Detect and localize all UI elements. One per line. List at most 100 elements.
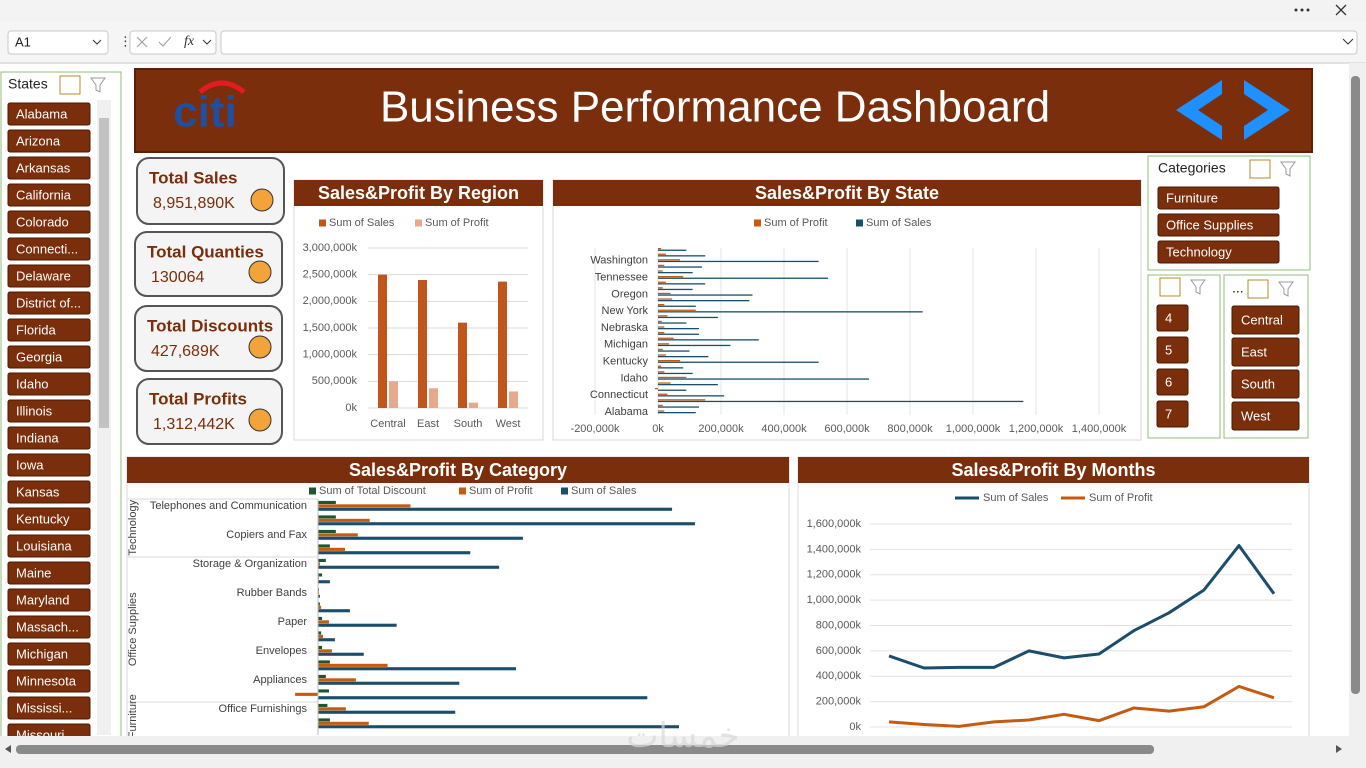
- slicer-item[interactable]: [1157, 240, 1280, 264]
- bar: [658, 248, 662, 250]
- slicer-item[interactable]: [7, 561, 91, 585]
- slicer-item[interactable]: [7, 480, 91, 504]
- bar: [318, 573, 323, 577]
- multi-select-button[interactable]: [1249, 159, 1271, 179]
- slicer-item[interactable]: [7, 453, 91, 477]
- x-tick-label: West: [496, 418, 521, 430]
- clear-filter-button[interactable]: [1278, 281, 1294, 297]
- bar: [318, 718, 330, 722]
- slicer-item[interactable]: [7, 345, 91, 369]
- multi-select-button[interactable]: [59, 75, 81, 95]
- clear-filter-button[interactable]: [1190, 279, 1206, 295]
- clear-filter-button[interactable]: [90, 77, 106, 93]
- expand-icon[interactable]: [1342, 38, 1354, 45]
- close-button[interactable]: [1335, 4, 1347, 16]
- clear-filter-button[interactable]: [1280, 161, 1296, 177]
- multi-select-button[interactable]: [1247, 279, 1269, 299]
- slicer-item-label: Maryland: [16, 592, 69, 607]
- slicer-item[interactable]: [1156, 336, 1189, 364]
- function-button[interactable]: fx: [184, 34, 195, 49]
- bar: [318, 649, 332, 653]
- slicer-item[interactable]: [7, 264, 91, 288]
- slicer-item[interactable]: [7, 642, 91, 666]
- slicer-item[interactable]: [1157, 213, 1280, 237]
- legend-label: Sum of Sales: [571, 485, 637, 497]
- slicer-item[interactable]: [1231, 305, 1300, 335]
- bar: [295, 692, 318, 696]
- slicer-item-label: 7: [1165, 406, 1172, 421]
- slicer-item-label: Illinois: [16, 403, 53, 418]
- enter-icon[interactable]: [158, 36, 172, 47]
- slicer-item[interactable]: [7, 696, 91, 720]
- bar: [658, 360, 681, 362]
- slicer-item[interactable]: [7, 399, 91, 423]
- slicer-item[interactable]: [7, 534, 91, 558]
- scroll-left[interactable]: [5, 745, 11, 753]
- bar: [658, 266, 703, 268]
- slicer-item-label: 6: [1165, 374, 1172, 389]
- vertical-scroll-thumb[interactable]: [1351, 76, 1360, 694]
- slicer-item[interactable]: [1156, 304, 1189, 332]
- slicer-item[interactable]: [1231, 337, 1300, 367]
- slicer-item[interactable]: [7, 318, 91, 342]
- slicer-item-label: Idaho: [16, 376, 49, 391]
- legend-label: Sum of Total Discount: [319, 485, 426, 497]
- slicer-item[interactable]: [7, 372, 91, 396]
- bar: [318, 663, 388, 667]
- y-tick-label: Copiers and Fax: [226, 529, 307, 541]
- slicer-item-label: East: [1241, 344, 1267, 359]
- slicer-item[interactable]: [1156, 368, 1189, 396]
- dropdown-icon[interactable]: [92, 39, 102, 45]
- slicer-item[interactable]: [1157, 186, 1280, 210]
- logo: citi: [173, 88, 237, 137]
- scroll-right[interactable]: [1336, 745, 1342, 753]
- bar: [318, 605, 322, 609]
- prev-arrow[interactable]: [1176, 80, 1222, 140]
- bar: [318, 689, 329, 693]
- slicer-item[interactable]: [7, 426, 91, 450]
- separator: ⋮: [119, 33, 132, 48]
- slicer-item[interactable]: [7, 129, 91, 153]
- x-tick-label: 800,000k: [887, 423, 933, 435]
- legend-swatch: [319, 219, 326, 227]
- slicer-scroll-thumb[interactable]: [99, 118, 109, 428]
- slicer-item[interactable]: [7, 237, 91, 261]
- slicer-item-label: Kansas: [16, 484, 60, 499]
- slicer-item[interactable]: [7, 615, 91, 639]
- legend-swatch: [309, 487, 316, 495]
- multi-select-button[interactable]: [1159, 277, 1181, 297]
- slicer-item[interactable]: [7, 507, 91, 531]
- slicer-item[interactable]: [7, 210, 91, 234]
- slicer-item[interactable]: [7, 291, 91, 315]
- bar: [658, 326, 665, 328]
- header-banner: [134, 68, 1313, 153]
- x-tick-label: 600,000k: [824, 423, 870, 435]
- slicer-item-label: California: [16, 187, 72, 202]
- slicer-item-label: Delaware: [16, 268, 71, 283]
- slicer-item[interactable]: [1231, 369, 1300, 399]
- slicer-item[interactable]: [7, 669, 91, 693]
- bar: [318, 551, 471, 555]
- slicer-item[interactable]: [1156, 400, 1189, 428]
- name-box[interactable]: [7, 30, 109, 55]
- formula-input[interactable]: [220, 30, 1358, 55]
- bar: [658, 389, 687, 391]
- next-arrow[interactable]: [1244, 80, 1290, 140]
- legend-label: Sum of Profit: [1089, 492, 1153, 504]
- slicer-item[interactable]: [7, 156, 91, 180]
- y-tick-label: Oregon: [611, 288, 648, 300]
- slicer-item[interactable]: [7, 183, 91, 207]
- slicer-item[interactable]: [7, 102, 91, 126]
- bar: [658, 350, 690, 352]
- dropdown-icon[interactable]: [202, 39, 212, 45]
- more-button[interactable]: [1294, 8, 1310, 12]
- bar: [658, 399, 706, 401]
- formula-buttons: [129, 30, 217, 55]
- bar: [658, 367, 684, 369]
- cancel-icon[interactable]: [136, 36, 148, 48]
- slicer-item[interactable]: [7, 588, 91, 612]
- bar: [318, 631, 322, 635]
- slicer-item[interactable]: [1231, 401, 1300, 431]
- horizontal-scroll-thumb[interactable]: [16, 745, 1154, 754]
